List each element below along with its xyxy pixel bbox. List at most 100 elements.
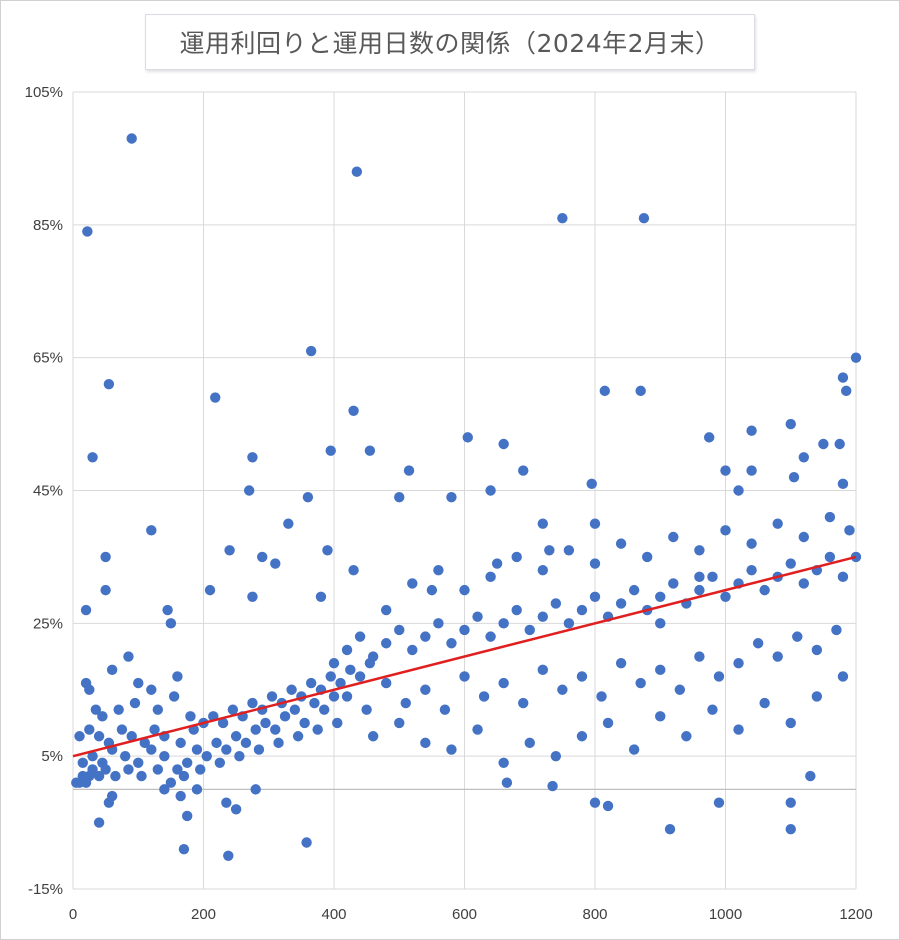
data-point: [576, 671, 588, 682]
data-point: [77, 757, 88, 769]
data-point: [247, 452, 258, 463]
data-point: [181, 810, 193, 822]
data-point: [243, 485, 255, 496]
data-point: [407, 644, 418, 656]
data-point: [250, 784, 261, 795]
data-point: [289, 704, 301, 715]
x-tick-label: 0: [69, 906, 77, 923]
data-point: [537, 565, 548, 576]
data-point: [302, 491, 314, 503]
data-point: [674, 684, 686, 695]
data-point: [485, 571, 496, 583]
data-point: [123, 651, 134, 662]
data-point: [772, 518, 783, 529]
data-point: [325, 671, 336, 682]
data-point: [655, 711, 666, 722]
data-point: [635, 677, 646, 689]
data-point: [472, 611, 483, 622]
data-point: [420, 737, 431, 749]
data-point: [159, 750, 170, 762]
data-point: [211, 737, 222, 749]
data-point: [84, 724, 95, 735]
data-point: [818, 438, 829, 450]
data-point: [87, 750, 98, 762]
data-point: [844, 525, 855, 536]
data-point: [133, 757, 144, 769]
data-point: [381, 677, 392, 689]
data-point: [381, 604, 392, 616]
data-point: [746, 538, 757, 549]
data-point: [759, 697, 770, 709]
data-point: [635, 385, 646, 397]
data-point: [273, 737, 284, 749]
data-point: [230, 804, 242, 815]
grid-lines: [72, 91, 857, 890]
data-point: [181, 757, 193, 769]
data-point: [149, 724, 160, 735]
data-point: [103, 379, 115, 390]
data-point: [266, 691, 278, 702]
data-point: [260, 717, 271, 729]
y-tick-label: 65%: [33, 350, 63, 367]
data-point: [332, 717, 343, 729]
data-point: [524, 624, 535, 636]
data-point: [511, 551, 522, 563]
data-point: [178, 770, 190, 782]
data-point: [129, 697, 141, 709]
data-point: [407, 578, 418, 589]
data-point: [90, 704, 102, 715]
data-point: [655, 664, 666, 676]
trend-line: [72, 555, 857, 758]
data-point: [84, 684, 95, 695]
data-point: [191, 744, 203, 755]
y-axis-ticks: -15% 5% 25% 45% 65% 85% 105%: [25, 84, 63, 898]
data-point: [223, 850, 234, 861]
data-point: [485, 631, 496, 642]
data-point: [557, 684, 568, 695]
data-point: [798, 578, 809, 589]
data-point: [459, 671, 470, 682]
data-point: [120, 750, 131, 762]
chart-title-box: 運用利回りと運用日数の関係（2024年2月末）: [145, 14, 755, 70]
data-point: [146, 684, 157, 695]
data-point: [746, 465, 757, 476]
data-point: [257, 551, 268, 563]
data-point: [93, 731, 105, 742]
data-point: [459, 624, 470, 636]
y-tick-label: 105%: [25, 84, 63, 101]
data-point: [80, 604, 92, 616]
data-point: [694, 584, 705, 596]
data-point: [589, 797, 601, 808]
data-point: [319, 704, 330, 715]
data-point: [234, 750, 245, 762]
data-point: [394, 491, 405, 503]
data-point: [185, 711, 196, 722]
data-point: [746, 565, 757, 576]
data-point: [694, 571, 705, 583]
data-point: [214, 757, 226, 769]
data-point: [446, 744, 457, 755]
data-point: [400, 697, 411, 709]
data-point: [837, 671, 849, 682]
data-point: [322, 545, 333, 556]
data-point: [152, 764, 164, 775]
data-point: [596, 691, 607, 702]
y-tick-label: 45%: [33, 483, 63, 500]
data-point: [178, 843, 190, 855]
y-tick-label: -15%: [28, 881, 63, 898]
data-point: [270, 724, 281, 735]
data-point: [335, 677, 346, 689]
data-point: [87, 764, 98, 775]
data-point: [785, 558, 796, 569]
data-point: [230, 731, 242, 742]
data-point: [364, 445, 376, 456]
data-point: [589, 591, 601, 602]
data-point: [547, 780, 558, 792]
data-point: [824, 511, 836, 523]
data-point: [217, 717, 229, 729]
data-point: [498, 757, 509, 769]
data-point: [394, 717, 405, 729]
data-point: [106, 790, 118, 802]
data-point: [694, 651, 705, 662]
data-point: [628, 584, 640, 596]
